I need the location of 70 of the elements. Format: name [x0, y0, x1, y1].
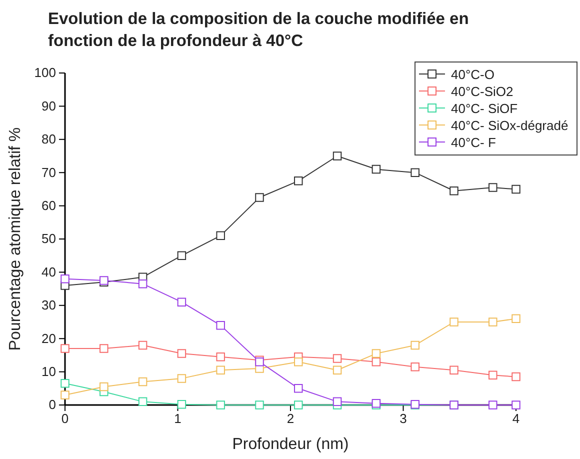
y-tick-label: 20	[42, 330, 56, 346]
y-tick-label: 40	[42, 264, 56, 280]
y-tick-label: 90	[42, 98, 56, 114]
y-tick-label: 30	[42, 298, 56, 313]
point	[216, 231, 225, 240]
point	[138, 340, 148, 350]
point	[410, 362, 420, 372]
point	[60, 379, 70, 388]
point	[216, 366, 225, 375]
x-axis-title: Profondeur (nm)	[232, 436, 349, 453]
point	[60, 390, 70, 400]
point	[372, 357, 381, 366]
point	[450, 186, 458, 196]
point	[100, 344, 108, 353]
point	[216, 352, 225, 362]
point	[216, 400, 225, 410]
y-tick-label: 60	[42, 198, 56, 213]
point	[332, 152, 342, 160]
point	[294, 357, 303, 366]
x-tick-label: 4	[512, 411, 520, 426]
x-tick-label: 1	[174, 411, 182, 426]
point	[294, 176, 303, 186]
chart-title: Evolution de la composition de la couche modifiée en fonction de la profondeur à 40°C	[48, 10, 469, 50]
point	[410, 168, 420, 177]
point	[372, 349, 381, 358]
point	[255, 400, 264, 410]
point	[332, 366, 342, 375]
y-tick-label: 80	[42, 132, 56, 147]
point	[450, 366, 458, 375]
point	[332, 397, 342, 406]
point	[488, 370, 498, 380]
x-tick-label: 2	[286, 411, 294, 426]
point	[450, 318, 458, 326]
point	[177, 251, 186, 260]
point	[138, 377, 148, 386]
point	[177, 349, 186, 358]
point	[177, 298, 186, 306]
y-tick-label: 0	[48, 397, 56, 412]
point	[255, 193, 264, 202]
point	[177, 400, 186, 409]
point	[294, 384, 303, 393]
x-tick-label: 3	[400, 411, 407, 426]
point	[294, 400, 303, 410]
y-tick-label: 10	[42, 364, 56, 379]
legend-label: 40°C- SiOx-dégradé	[451, 118, 568, 133]
point	[216, 320, 225, 330]
legend-label: 40°C-SiO2	[451, 84, 514, 99]
y-axis-title: Pourcentage atomique relatif %	[7, 127, 24, 351]
point	[332, 354, 342, 363]
y-tick-label: 100	[34, 65, 56, 80]
point	[488, 318, 498, 326]
point	[60, 344, 70, 353]
y-tick-label: 70	[42, 164, 56, 180]
point	[488, 400, 498, 410]
point	[512, 314, 520, 324]
y-tick-label: 50	[42, 231, 56, 246]
point	[60, 274, 70, 284]
legend-label: 40°C- F	[451, 135, 496, 150]
point	[512, 372, 520, 382]
point	[138, 397, 148, 406]
legend-label: 40°C-O	[451, 67, 494, 82]
x-tick-label: 0	[61, 411, 69, 426]
point	[177, 374, 186, 383]
point	[512, 184, 520, 194]
point	[100, 382, 108, 392]
point	[410, 340, 420, 350]
legend-label: 40°C- SiOF	[451, 101, 518, 116]
point	[488, 183, 498, 192]
point	[138, 279, 148, 288]
point	[372, 164, 381, 174]
